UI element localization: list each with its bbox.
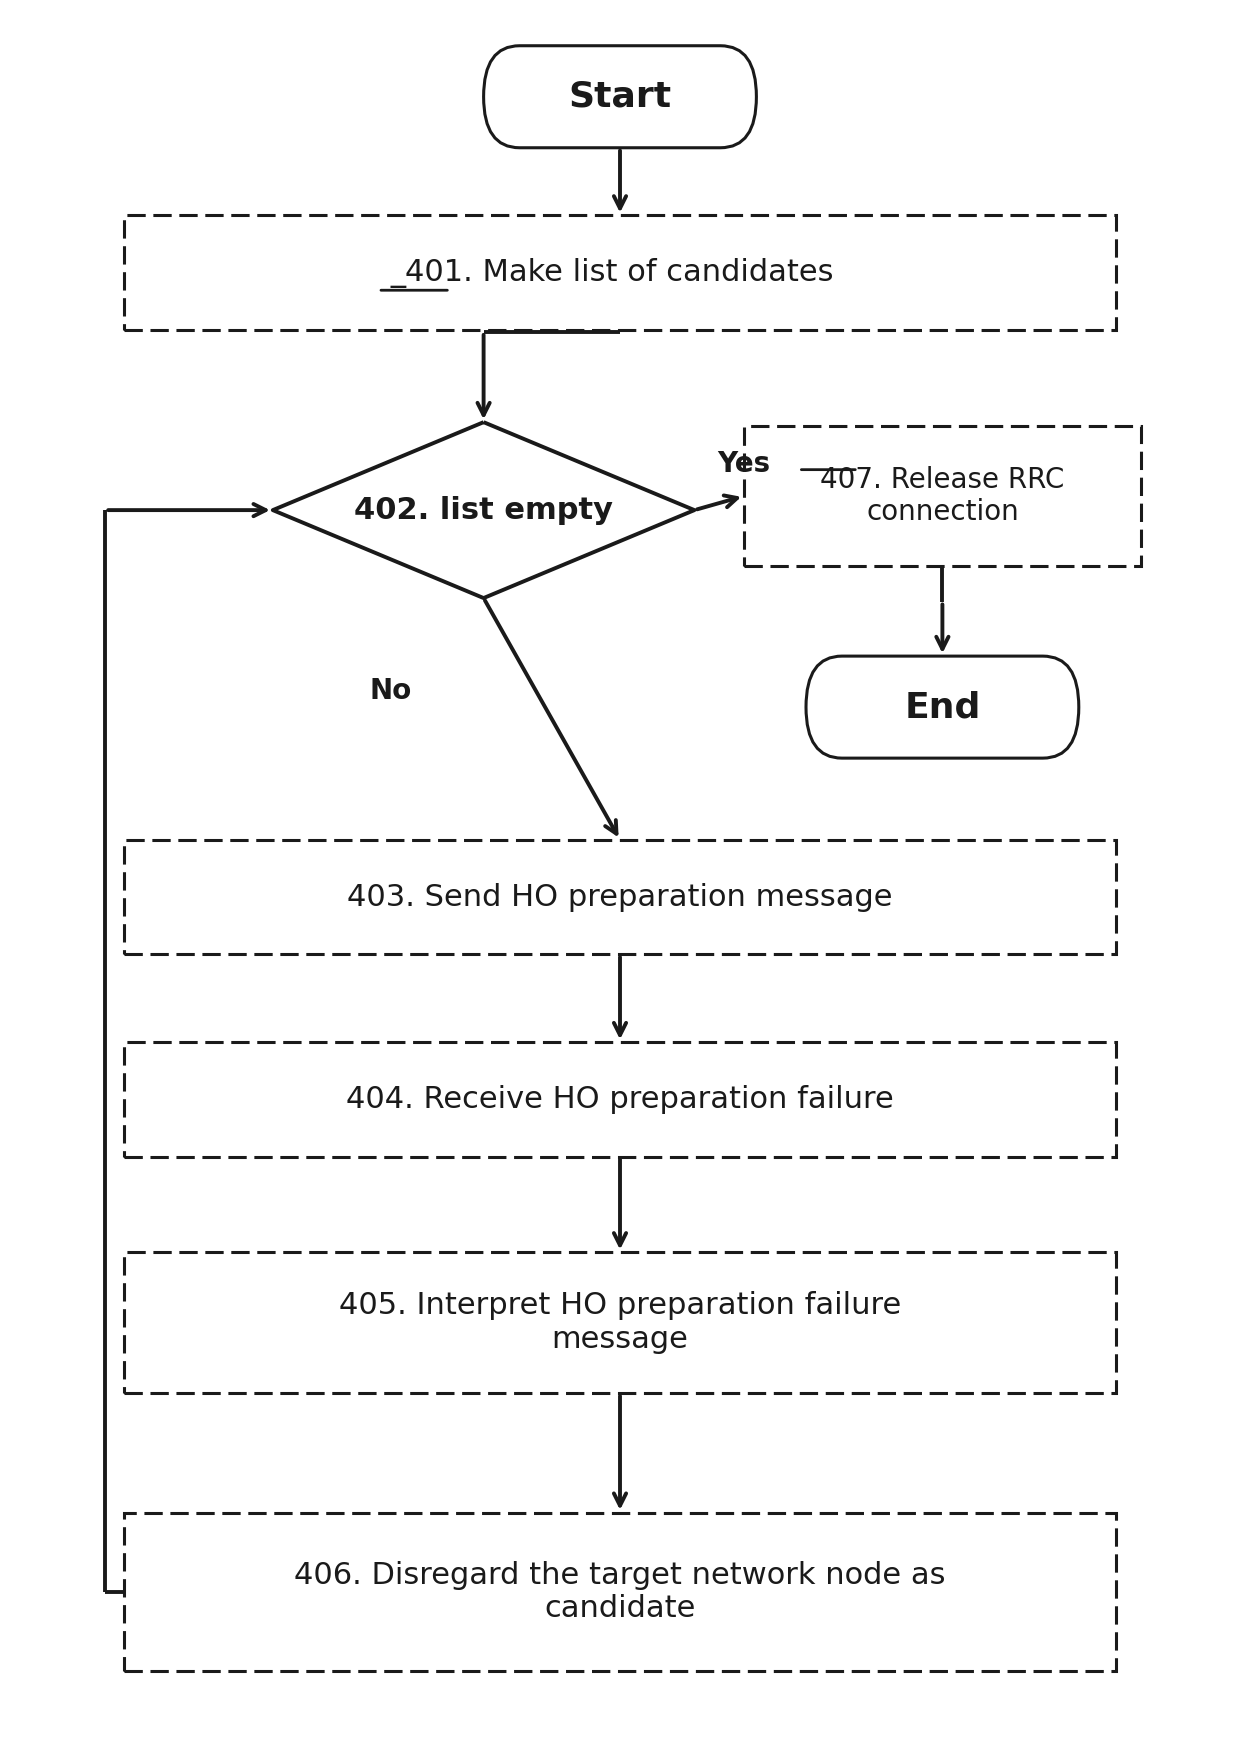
Text: 406. Disregard the target network node as
candidate: 406. Disregard the target network node a…	[294, 1560, 946, 1624]
Text: 407. Release RRC
connection: 407. Release RRC connection	[820, 466, 1065, 526]
Bar	[124, 216, 1116, 331]
Bar	[124, 1252, 1116, 1393]
Bar	[124, 841, 1116, 953]
Text: End: End	[904, 690, 981, 725]
Text: Yes: Yes	[717, 450, 770, 478]
Text: 405. Interpret HO preparation failure
message: 405. Interpret HO preparation failure me…	[339, 1291, 901, 1354]
Text: 404. Receive HO preparation failure: 404. Receive HO preparation failure	[346, 1085, 894, 1113]
Bar	[124, 1513, 1116, 1671]
Text: 403. Send HO preparation message: 403. Send HO preparation message	[347, 883, 893, 911]
Text: ̲401. Make list of candidates: ̲401. Make list of candidates	[405, 257, 835, 288]
Text: Start: Start	[568, 79, 672, 114]
Text: 402. list empty: 402. list empty	[355, 496, 613, 524]
Text: No: No	[370, 677, 412, 705]
Bar	[744, 426, 1141, 566]
Polygon shape	[273, 422, 694, 598]
FancyBboxPatch shape	[806, 656, 1079, 758]
Bar	[124, 1041, 1116, 1157]
FancyBboxPatch shape	[484, 46, 756, 148]
